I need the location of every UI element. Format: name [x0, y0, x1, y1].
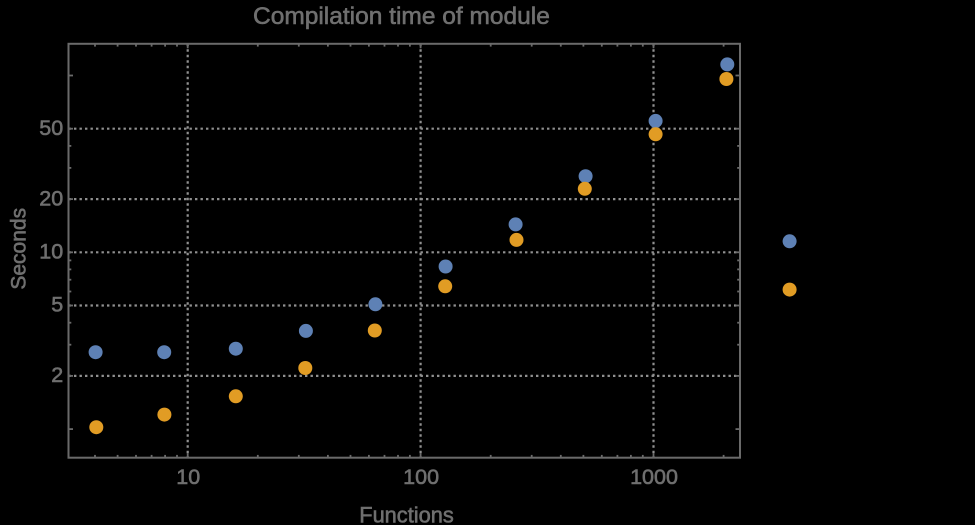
svg-text:Functions: Functions: [359, 503, 454, 525]
svg-text:100: 100: [403, 465, 439, 489]
svg-text:Compilation time of module: Compilation time of module: [253, 3, 550, 30]
svg-text:10: 10: [176, 465, 200, 489]
svg-text:1000: 1000: [630, 465, 678, 489]
svg-text:10: 10: [39, 240, 63, 264]
svg-text:20: 20: [39, 186, 63, 210]
svg-text:50: 50: [39, 116, 63, 140]
svg-text:2: 2: [51, 363, 63, 387]
svg-text:5: 5: [51, 293, 63, 317]
svg-text:Seconds: Seconds: [8, 208, 31, 290]
